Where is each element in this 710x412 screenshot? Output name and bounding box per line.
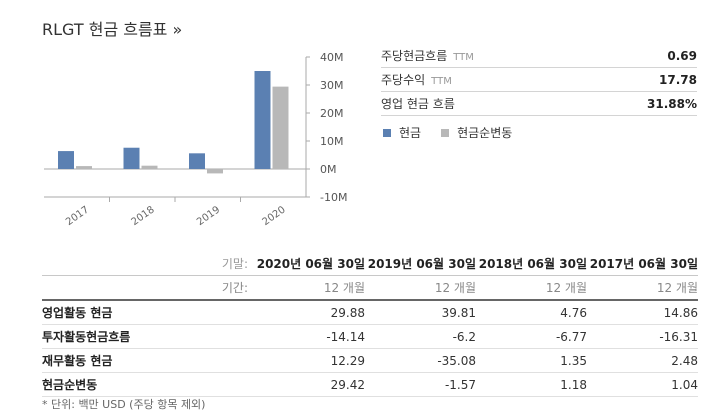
kpi-value: 0.69 — [667, 48, 697, 63]
legend-item-net-change: 현금순변동 — [441, 124, 512, 141]
table-cell: -6.2 — [365, 324, 476, 349]
table-cell: 1.04 — [587, 372, 698, 397]
kpi-row-eps: 주당수익 TTM 17.78 — [381, 68, 697, 92]
legend-swatch — [441, 128, 450, 137]
kpi-ttm: TTM — [453, 52, 474, 63]
period-label: 기간: — [42, 275, 254, 301]
table-cell: 39.81 — [365, 300, 476, 325]
period-end-label: 기말: — [42, 252, 254, 276]
y-tick-label: 0M — [320, 163, 337, 176]
period-header: 12 개월 — [254, 275, 365, 301]
bar-cash-2018[interactable] — [123, 147, 140, 169]
y-tick-label: 20M — [320, 107, 344, 120]
page-title[interactable]: RLGT 현금 흐름표 » — [42, 20, 183, 39]
legend-swatch — [383, 128, 391, 137]
bar-net-change-2019[interactable] — [207, 169, 223, 174]
kpi-ttm: TTM — [431, 76, 452, 87]
bar-cash-2017[interactable] — [58, 151, 74, 169]
table-cell: -35.08 — [365, 348, 476, 373]
table-row: 영업활동 현금 29.88 39.81 4.76 14.86 — [42, 300, 698, 325]
date-header: 2020년 06월 30일 — [254, 252, 365, 276]
period-header: 12 개월 — [365, 275, 476, 301]
kpi-label: 영업 현금 흐름 — [381, 97, 455, 111]
x-tick-label: 2017 — [64, 204, 91, 228]
bar-cash-2020[interactable] — [254, 71, 271, 169]
date-header: 2017년 06월 30일 — [587, 252, 698, 276]
legend-label: 현금 — [399, 126, 422, 140]
x-tick-label: 2018 — [130, 204, 157, 228]
date-header: 2019년 06월 30일 — [365, 252, 476, 276]
footnote: * 단위: 백만 USD (주당 항목 제외) — [42, 398, 206, 411]
cash-flow-chart: 40M 30M 20M 10M 0M -10M 2017 2018 2019 2020 — [44, 51, 347, 228]
period-header: 12 개월 — [476, 275, 587, 301]
table-row: 재무활동 현금 12.29 -35.08 1.35 2.48 — [42, 348, 698, 373]
table-cell: 1.18 — [476, 372, 587, 397]
legend-item-cash: 현금 — [383, 124, 421, 141]
bar-net-change-2020[interactable] — [272, 86, 289, 169]
table-cell: -1.57 — [365, 372, 476, 397]
chart-legend: 현금 현금순변동 — [383, 124, 532, 141]
table-cell: -6.77 — [476, 324, 587, 349]
kpi-row-cash-per-share: 주당현금흐름 TTM 0.69 — [381, 44, 697, 68]
row-label: 재무활동 현금 — [42, 348, 254, 373]
table-cell: 12.29 — [254, 348, 365, 373]
table-row: 현금순변동 29.42 -1.57 1.18 1.04 — [42, 372, 698, 397]
table-cell: 2.48 — [587, 348, 698, 373]
table-cell: 29.42 — [254, 372, 365, 397]
kpi-value: 31.88% — [647, 96, 697, 111]
table-cell: 4.76 — [476, 300, 587, 325]
row-label: 영업활동 현금 — [42, 300, 254, 325]
kpi-label: 주당현금흐름 — [381, 49, 448, 63]
y-tick-label: 10M — [320, 135, 344, 148]
table-cell: 1.35 — [476, 348, 587, 373]
y-tick-label: -10M — [320, 191, 347, 204]
legend-label: 현금순변동 — [457, 126, 513, 140]
table-cell: 14.86 — [587, 300, 698, 325]
kpi-value: 17.78 — [659, 72, 697, 87]
table-cell: -16.31 — [587, 324, 698, 349]
x-tick-label: 2019 — [195, 204, 222, 228]
period-header: 12 개월 — [587, 275, 698, 301]
bar-cash-2019[interactable] — [189, 153, 205, 169]
table-cell: 29.88 — [254, 300, 365, 325]
row-label: 현금순변동 — [42, 372, 254, 397]
table-header-periods: 기간: 12 개월 12 개월 12 개월 12 개월 — [42, 275, 698, 301]
x-tick-label: 2020 — [261, 204, 288, 228]
kpi-row-operating-cash-flow: 영업 현금 흐름 31.88% — [381, 92, 697, 116]
bar-net-change-2017[interactable] — [76, 166, 92, 169]
kpi-panel: 주당현금흐름 TTM 0.69 주당수익 TTM 17.78 영업 현금 흐름 31… — [381, 44, 697, 116]
table-row: 투자활동현금흐름 -14.14 -6.2 -6.77 -16.31 — [42, 324, 698, 349]
cash-flow-table: 기말: 2020년 06월 30일 2019년 06월 30일 2018년 06… — [42, 252, 698, 397]
bar-net-change-2018[interactable] — [141, 165, 158, 169]
y-tick-label: 40M — [320, 51, 344, 64]
table-cell: -14.14 — [254, 324, 365, 349]
table-header-dates: 기말: 2020년 06월 30일 2019년 06월 30일 2018년 06… — [42, 252, 698, 276]
date-header: 2018년 06월 30일 — [476, 252, 587, 276]
y-tick-label: 30M — [320, 79, 344, 92]
row-label: 투자활동현금흐름 — [42, 324, 254, 349]
kpi-label: 주당수익 — [381, 73, 426, 87]
